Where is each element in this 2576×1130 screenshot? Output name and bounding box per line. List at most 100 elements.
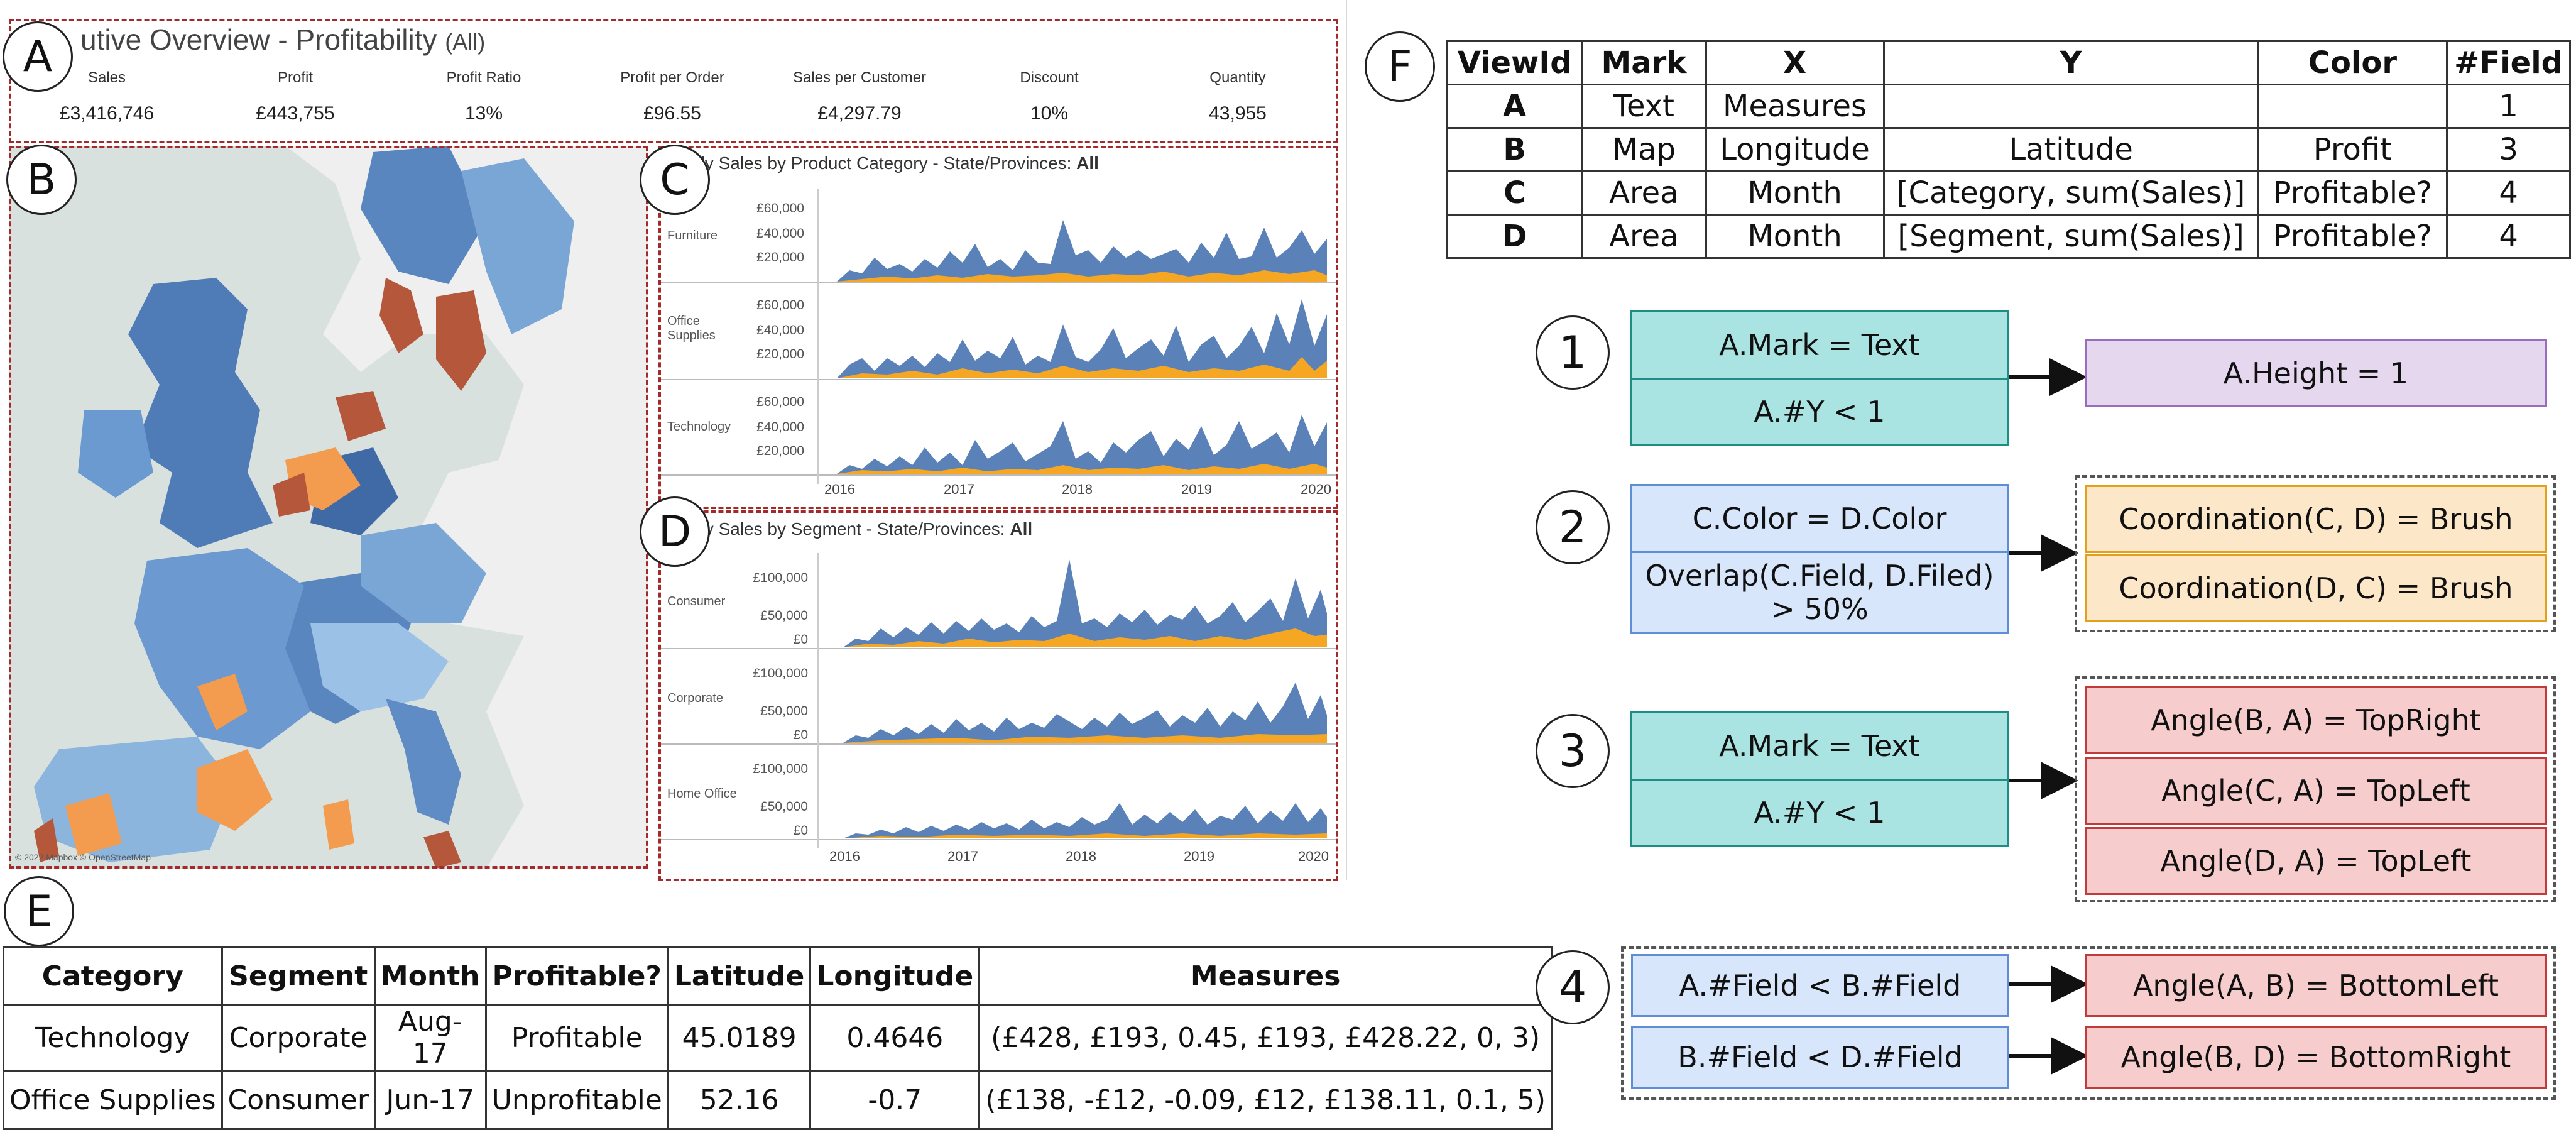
chart-c-tick: £20,000: [756, 444, 804, 458]
map-region: [379, 278, 423, 353]
land-mainland: [9, 146, 648, 869]
area-series-profit: [843, 833, 1327, 838]
kpi-value: 13%: [464, 103, 503, 124]
area-series-sales: [837, 220, 1327, 282]
table-cell: Corporate: [221, 1004, 376, 1072]
rule-number-circle: 4: [1536, 950, 1610, 1024]
kpi-label: Quantity: [1209, 69, 1266, 86]
chart-c-tick: £20,000: [756, 347, 804, 361]
area-series-profit: [837, 357, 1327, 378]
label-circle-a: A: [3, 21, 73, 92]
map-region: [423, 831, 461, 869]
rule-result: Angle(C, A) = TopLeft: [2085, 757, 2547, 825]
map-region: [361, 146, 486, 284]
table-cell: Map: [1581, 127, 1707, 172]
chart-d-tick: £100,000: [753, 666, 808, 681]
label-circle-e: E: [4, 876, 74, 946]
table-cell: Longitude: [1705, 127, 1885, 172]
table-cell: Latitude: [1882, 127, 2259, 172]
table-cell: Text: [1581, 84, 1707, 129]
table-cell: C: [1446, 170, 1583, 216]
chart-d-title-text: hly Sales by Segment - State/Provinces:: [691, 519, 1005, 539]
table-cell: 45.0189: [667, 1004, 812, 1072]
chart-d-tick: £0: [793, 728, 808, 742]
chart-c-tick: £60,000: [756, 395, 804, 409]
table-cell: Profit: [2257, 127, 2448, 172]
chart-c-year-tick: 2017: [944, 481, 974, 497]
rule-result: Coordination(C, D) = Brush: [2085, 485, 2547, 553]
area-series-sales: [843, 803, 1327, 838]
chart-d-year-tick: 2019: [1184, 848, 1214, 864]
table-header-cell: Category: [3, 946, 223, 1006]
table-header-cell: Y: [1882, 40, 2259, 85]
chart-d-title: hly Sales by Segment - State/Provinces: …: [691, 519, 1032, 539]
map-region: [197, 749, 273, 831]
dashboard-title: utive Overview - Profitability (All): [80, 23, 485, 57]
table-cell: B: [1446, 127, 1583, 172]
chart-c-title-text: hly Sales by Product Category - State/Pr…: [691, 153, 1072, 173]
panel-a-frame: [9, 19, 1338, 143]
table-row: Technology Corporate Aug-17 Profitable 4…: [3, 1004, 1553, 1072]
table-row: A Text Measures 1: [1446, 84, 2571, 129]
rule-result: Angle(D, A) = TopLeft: [2085, 827, 2547, 895]
table-row: D Area Month [Segment, sum(Sales)] Profi…: [1446, 214, 2571, 259]
chart-c-tick: £40,000: [756, 226, 804, 241]
area-series-sales: [837, 299, 1327, 378]
chart-c-tick: £40,000: [756, 420, 804, 434]
chart-d-year-tick: 2016: [829, 848, 860, 864]
chart-d-title-bold: All: [1010, 519, 1033, 539]
table-cell: 0.4646: [809, 1004, 981, 1072]
chart-c-svg: [661, 189, 1336, 484]
chart-c-tick: £60,000: [756, 298, 804, 312]
table-header-cell: Latitude: [667, 946, 812, 1006]
table-cell: -0.7: [809, 1070, 981, 1130]
chart-d-tick: £100,000: [753, 762, 808, 776]
kpi-label: Profit: [277, 69, 313, 86]
table-cell: [Category, sum(Sales)]: [1882, 170, 2259, 216]
table-header-cell: Month: [373, 946, 487, 1006]
area-series-profit: [843, 628, 1327, 647]
kpi-value: 43,955: [1209, 103, 1267, 124]
rule-result: Angle(A, B) = BottomLeft: [2085, 954, 2547, 1017]
table-cell: Area: [1581, 170, 1707, 216]
map-region: [273, 473, 310, 517]
table-cell: Office Supplies: [3, 1070, 223, 1130]
chart-c-tick: £40,000: [756, 323, 804, 337]
map-region: [134, 548, 310, 749]
panel-c-frame: [658, 146, 1338, 509]
table-cell: 52.16: [667, 1070, 812, 1130]
table-cell: Unprofitable: [484, 1070, 669, 1130]
table-cell: A: [1446, 84, 1583, 129]
table-row: B Map Longitude Latitude Profit 3: [1446, 127, 2571, 172]
table-cell: 4: [2446, 170, 2571, 216]
table-cell: 4: [2446, 214, 2571, 259]
table-cell: D: [1446, 214, 1583, 259]
chart-c-row-label: Technology: [667, 420, 731, 434]
table-cell: Aug-17: [373, 1004, 487, 1072]
table-cell: Month: [1705, 214, 1885, 259]
table-cell: Area: [1581, 214, 1707, 259]
map-svg: [9, 146, 648, 869]
rule-group: [1621, 946, 2556, 1100]
kpi-label: Profit Ratio: [446, 69, 521, 86]
kpi-label: Sales per Customer: [792, 69, 927, 86]
chart-c-title-bold: All: [1076, 153, 1099, 173]
label-circle-c: C: [640, 145, 710, 215]
map-region: [323, 799, 354, 850]
table-header-cell: Longitude: [809, 946, 981, 1006]
label-circle-b: B: [6, 145, 77, 215]
map-region: [78, 410, 153, 498]
table-cell: (£428, £193, 0.45, £193, £428.22, 0, 3): [978, 1004, 1553, 1072]
table-e: Category Segment Month Profitable? Latit…: [3, 946, 1553, 1130]
panel-d-frame: [658, 510, 1338, 881]
kpi-value: £443,755: [256, 103, 335, 124]
rule-result: A.Height = 1: [2085, 339, 2547, 407]
panel-b-frame: [9, 146, 648, 869]
rule-result: Coordination(D, C) = Brush: [2085, 554, 2547, 622]
map-region: [197, 674, 248, 730]
rule-condition: A.#Y < 1: [1630, 779, 2009, 847]
table-cell: Month: [1705, 170, 1885, 216]
chart-d-year-tick: 2017: [947, 848, 978, 864]
table-cell: (£138, -£12, -0.09, £12, £138.11, 0.1, 5…: [978, 1070, 1553, 1130]
map-region: [361, 523, 486, 623]
